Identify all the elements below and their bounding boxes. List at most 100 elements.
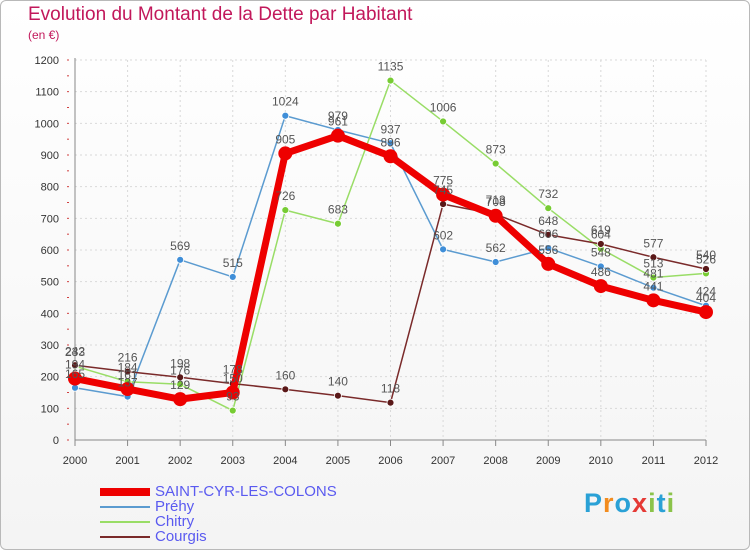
data-point-pr-hy bbox=[491, 258, 500, 266]
data-point-chitry bbox=[334, 219, 342, 228]
data-label-saint-cyr-les-colons: 486 bbox=[591, 265, 611, 279]
logo-letter: r bbox=[603, 488, 615, 518]
data-label-saint-cyr-les-colons: 556 bbox=[538, 243, 558, 257]
legend-item: Courgis bbox=[100, 529, 360, 545]
logo-letter: P bbox=[584, 488, 604, 518]
data-label-courgis: 577 bbox=[643, 236, 663, 250]
data-point-courgis bbox=[281, 385, 290, 394]
data-point-chitry bbox=[491, 159, 500, 168]
data-point-chitry bbox=[386, 76, 395, 85]
data-label-saint-cyr-les-colons: 150 bbox=[223, 372, 243, 386]
data-point-saint-cyr-les-colons bbox=[120, 382, 135, 397]
legend-item: Chitry bbox=[100, 514, 360, 530]
data-point-pr-hy bbox=[596, 262, 605, 271]
data-label-chitry: 873 bbox=[486, 143, 506, 157]
data-point-courgis bbox=[334, 391, 342, 400]
data-label-courgis: 216 bbox=[118, 351, 138, 365]
legend-item: Préhy bbox=[100, 499, 360, 515]
x-tick-label: 2006 bbox=[378, 455, 402, 467]
data-label-saint-cyr-les-colons: 775 bbox=[433, 174, 453, 188]
data-label-saint-cyr-les-colons: 161 bbox=[118, 368, 138, 382]
data-point-courgis bbox=[386, 398, 395, 407]
y-tick-label: 1200 bbox=[35, 55, 59, 67]
data-label-courgis: 118 bbox=[381, 382, 400, 396]
data-point-pr-hy bbox=[439, 245, 447, 254]
x-tick-label: 2012 bbox=[694, 455, 718, 467]
y-tick-label: 600 bbox=[41, 245, 59, 257]
y-tick-label: 1000 bbox=[35, 118, 59, 130]
data-point-saint-cyr-les-colons bbox=[593, 279, 608, 294]
data-label-courgis: 540 bbox=[696, 248, 716, 262]
data-label-chitry: 93 bbox=[226, 390, 240, 404]
x-tick-label: 2009 bbox=[536, 455, 560, 467]
data-point-chitry bbox=[281, 206, 290, 215]
data-point-chitry bbox=[439, 117, 447, 126]
legend-swatch bbox=[100, 506, 150, 508]
data-label-chitry: 513 bbox=[643, 257, 663, 271]
data-label-chitry: 233 bbox=[65, 345, 85, 359]
data-label-pr-hy: 937 bbox=[380, 122, 400, 136]
data-label-chitry: 184 bbox=[118, 361, 138, 375]
x-tick-label: 2011 bbox=[642, 455, 666, 467]
data-point-saint-cyr-les-colons bbox=[383, 149, 398, 164]
y-tick-label: 0 bbox=[53, 435, 59, 447]
logo-letter: o bbox=[614, 488, 633, 518]
legend-swatch bbox=[100, 488, 150, 496]
data-point-saint-cyr-les-colons bbox=[699, 305, 713, 320]
data-point-courgis bbox=[649, 253, 658, 262]
data-label-chitry: 732 bbox=[538, 187, 558, 201]
data-label-courgis: 242 bbox=[65, 344, 85, 358]
data-label-saint-cyr-les-colons: 441 bbox=[643, 279, 663, 293]
data-label-courgis: 745 bbox=[433, 183, 453, 197]
data-label-chitry: 526 bbox=[696, 252, 716, 266]
y-tick-label: 400 bbox=[41, 308, 59, 320]
data-point-chitry bbox=[649, 273, 658, 282]
logo-letter: t bbox=[656, 488, 667, 518]
data-label-chitry: 176 bbox=[170, 363, 190, 377]
data-label-saint-cyr-les-colons: 961 bbox=[328, 115, 348, 129]
data-label-courgis: 198 bbox=[170, 356, 190, 370]
chart-title: Evolution du Montant de la Dette par Hab… bbox=[28, 4, 413, 25]
data-point-pr-hy bbox=[544, 244, 553, 253]
data-label-chitry: 683 bbox=[328, 203, 348, 217]
data-label-saint-cyr-les-colons: 129 bbox=[170, 378, 190, 392]
data-label-pr-hy: 1024 bbox=[272, 95, 299, 109]
data-label-pr-hy: 137 bbox=[118, 376, 138, 390]
y-tick-label: 300 bbox=[41, 340, 59, 352]
data-label-saint-cyr-les-colons: 708 bbox=[486, 195, 506, 209]
x-tick-label: 2007 bbox=[431, 455, 455, 467]
data-point-courgis bbox=[596, 240, 605, 248]
data-point-saint-cyr-les-colons bbox=[436, 187, 451, 202]
data-point-saint-cyr-les-colons bbox=[278, 146, 293, 161]
data-label-pr-hy: 562 bbox=[486, 241, 506, 255]
x-tick-label: 2001 bbox=[115, 455, 139, 467]
y-tick-label: 900 bbox=[41, 150, 59, 162]
legend-swatch bbox=[100, 536, 150, 538]
x-tick-label: 2000 bbox=[63, 455, 87, 467]
data-label-saint-cyr-les-colons: 896 bbox=[380, 135, 400, 149]
data-point-saint-cyr-les-colons bbox=[173, 392, 188, 407]
y-tick-label: 200 bbox=[41, 372, 59, 384]
logo-letter: i bbox=[666, 488, 676, 518]
data-point-saint-cyr-les-colons bbox=[330, 128, 345, 143]
y-tick-label: 500 bbox=[41, 277, 59, 289]
data-point-saint-cyr-les-colons bbox=[488, 208, 503, 223]
data-point-saint-cyr-les-colons bbox=[225, 385, 240, 400]
data-label-courgis: 160 bbox=[275, 368, 295, 382]
data-point-saint-cyr-les-colons bbox=[68, 371, 82, 386]
y-tick-label: 800 bbox=[41, 182, 59, 194]
y-tick-label: 100 bbox=[41, 403, 59, 415]
data-label-saint-cyr-les-colons: 905 bbox=[275, 132, 295, 146]
data-point-courgis bbox=[176, 373, 185, 382]
data-label-chitry: 726 bbox=[275, 189, 295, 203]
legend-item: SAINT-CYR-LES-COLONS bbox=[100, 484, 360, 500]
data-label-pr-hy: 481 bbox=[643, 267, 663, 281]
chart-subtitle: (en €) bbox=[28, 28, 60, 42]
x-tick-label: 2005 bbox=[326, 455, 350, 467]
proxiti-logo: Proxiti bbox=[584, 488, 675, 519]
data-point-saint-cyr-les-colons bbox=[646, 293, 661, 308]
data-label-pr-hy: 424 bbox=[696, 285, 716, 299]
data-point-courgis bbox=[439, 200, 447, 208]
data-label-pr-hy: 548 bbox=[591, 245, 611, 259]
